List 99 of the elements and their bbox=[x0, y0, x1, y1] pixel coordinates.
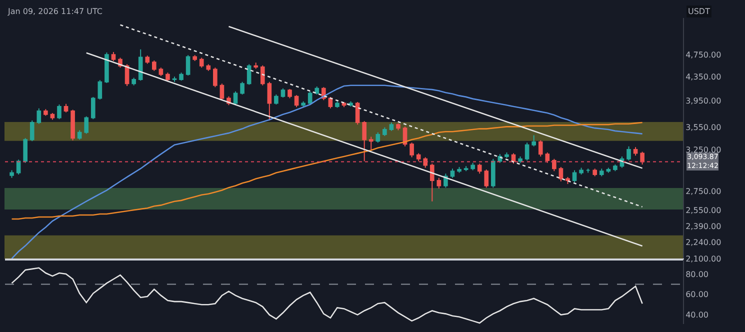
candlestick bbox=[132, 77, 136, 86]
y-tick-label: 3,250.00 bbox=[686, 145, 722, 154]
candlestick bbox=[538, 140, 543, 157]
candlestick bbox=[423, 156, 428, 168]
y-tick-label: 40.00 bbox=[686, 310, 709, 320]
y-tick-label: 4,350.00 bbox=[686, 72, 722, 82]
candlestick bbox=[572, 170, 577, 183]
candlestick bbox=[491, 158, 496, 188]
candlestick bbox=[254, 62, 258, 70]
candlestick bbox=[586, 168, 590, 174]
candlestick bbox=[626, 146, 631, 161]
y-axis-title: USDT bbox=[688, 7, 710, 16]
candlestick bbox=[566, 176, 570, 185]
y-tick-label: 2,390.00 bbox=[686, 222, 722, 232]
candlestick bbox=[240, 81, 244, 95]
y-tick-label: 2,550.00 bbox=[686, 206, 722, 215]
candlestick bbox=[633, 146, 638, 156]
candlestick bbox=[16, 159, 21, 175]
y-tick-label: 80.00 bbox=[686, 270, 709, 279]
candlestick bbox=[220, 83, 224, 101]
candlestick bbox=[166, 72, 170, 82]
candlestick bbox=[145, 55, 150, 64]
candlestick bbox=[280, 88, 286, 98]
candlestick bbox=[213, 67, 218, 88]
candlestick bbox=[36, 108, 42, 124]
candlestick bbox=[314, 86, 320, 95]
candlestick bbox=[77, 130, 82, 140]
candlestick bbox=[288, 88, 292, 99]
candlestick bbox=[308, 90, 312, 106]
candlestick bbox=[246, 64, 252, 86]
candlestick bbox=[368, 136, 374, 150]
line-series bbox=[11, 84, 643, 260]
candlestick bbox=[44, 108, 48, 116]
candlestick bbox=[98, 80, 102, 100]
candlestick bbox=[111, 52, 116, 62]
candlestick bbox=[362, 120, 366, 162]
y-tick-label: 2,240.00 bbox=[686, 238, 722, 248]
candlestick bbox=[186, 54, 190, 76]
candlestick bbox=[477, 163, 482, 174]
candlestick bbox=[199, 57, 204, 68]
line-series bbox=[11, 267, 643, 324]
candlestick bbox=[430, 163, 434, 202]
line-series bbox=[11, 122, 643, 220]
candlestick bbox=[294, 94, 299, 108]
candlestick bbox=[599, 168, 604, 177]
candlestick bbox=[470, 162, 475, 171]
y-tick-label: 60.00 bbox=[686, 290, 709, 300]
candlestick bbox=[192, 54, 197, 62]
candlestick bbox=[640, 151, 644, 165]
candlestick bbox=[274, 94, 278, 106]
candlestick bbox=[64, 103, 68, 113]
candlestick bbox=[152, 60, 156, 72]
candlestick bbox=[484, 168, 489, 188]
candlestick bbox=[524, 142, 530, 161]
candlestick bbox=[233, 90, 238, 106]
candlestick bbox=[436, 177, 442, 189]
candlestick bbox=[158, 67, 164, 77]
candlestick bbox=[30, 120, 34, 142]
candlestick bbox=[260, 64, 265, 86]
candlestick bbox=[376, 132, 380, 144]
candlestick bbox=[389, 122, 394, 132]
y-tick-label: 2,750.00 bbox=[686, 186, 722, 196]
candlestick bbox=[410, 142, 414, 158]
candlestick bbox=[172, 76, 177, 82]
candlestick bbox=[532, 134, 536, 147]
candlestick bbox=[545, 152, 550, 164]
candlestick bbox=[70, 109, 75, 141]
candlestick bbox=[450, 168, 455, 178]
candlestick bbox=[504, 152, 509, 159]
candlestick bbox=[518, 156, 522, 164]
y-tick-label: 3,550.00 bbox=[686, 123, 722, 132]
candlestick bbox=[579, 167, 584, 175]
candlestick bbox=[558, 166, 564, 182]
candlestick bbox=[90, 96, 96, 120]
candlestick bbox=[23, 138, 28, 164]
candlestick bbox=[57, 104, 62, 120]
candlestick bbox=[382, 126, 387, 136]
y-tick-label: 2,100.00 bbox=[686, 254, 722, 264]
y-tick-label: 3,950.00 bbox=[686, 96, 722, 106]
candlestick bbox=[206, 64, 211, 72]
candlestick bbox=[10, 170, 14, 178]
candlestick bbox=[84, 116, 89, 134]
candlestick bbox=[355, 101, 360, 126]
candlestick bbox=[416, 152, 421, 162]
candlestick bbox=[179, 72, 184, 82]
candlestick bbox=[464, 166, 468, 172]
candlestick bbox=[138, 48, 143, 82]
candlestick bbox=[104, 52, 109, 84]
candlestick bbox=[335, 100, 340, 108]
y-tick-label: 4,750.00 bbox=[686, 50, 722, 60]
candlestick bbox=[613, 164, 618, 172]
candlestick bbox=[457, 166, 462, 174]
candlestick bbox=[592, 168, 598, 177]
candlestick bbox=[396, 122, 400, 131]
candlestick bbox=[301, 100, 306, 107]
candlestick bbox=[552, 158, 556, 172]
candlestick bbox=[267, 81, 272, 121]
candlestick bbox=[606, 167, 611, 174]
chart-title: Jan 09, 2026 11:47 UTC bbox=[7, 7, 103, 16]
